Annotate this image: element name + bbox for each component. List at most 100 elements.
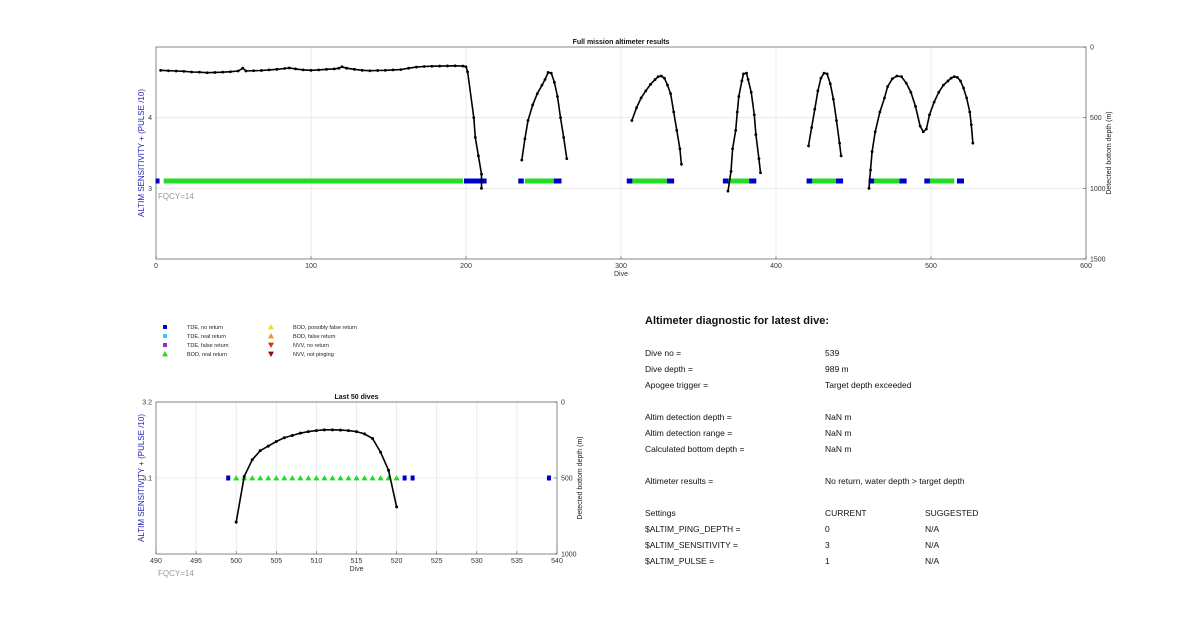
- bottom-depth-point: [807, 144, 810, 148]
- legend-marker-square: [163, 343, 167, 347]
- x-axis-label: Dive: [614, 271, 628, 278]
- bottom-depth-point: [746, 78, 750, 81]
- bottom-depth-point: [680, 162, 683, 166]
- bottom-depth-point: [669, 92, 672, 96]
- x-tick-label: 0: [154, 263, 158, 270]
- bottom-depth-point: [306, 430, 310, 434]
- setting-row-sensitivity: $ALTIM_SENSITIVITY = 3 N/A: [645, 540, 1165, 554]
- bottom-depth-point: [387, 468, 391, 472]
- bottom-depth-point: [870, 150, 874, 153]
- bottom-depth-point: [659, 74, 663, 78]
- bod-real-return-marker: [369, 475, 376, 481]
- bod-real-return-band: [163, 178, 463, 184]
- y-right-tick-label: 0: [561, 400, 565, 407]
- bod-real-return-marker: [393, 475, 400, 481]
- y-tick-label: 3.1: [142, 476, 152, 483]
- bottom-depth-point: [360, 68, 364, 72]
- legend-marker-triangle: [162, 351, 168, 357]
- bottom-depth-point: [559, 116, 562, 120]
- bod-real-return-marker: [233, 475, 240, 481]
- bottom-depth-point: [466, 70, 469, 74]
- bottom-depth-point: [531, 103, 535, 107]
- bottom-depth-point: [565, 157, 569, 161]
- bod-real-return-marker: [321, 475, 328, 481]
- x-tick-label: 100: [305, 263, 317, 270]
- legend-label: TDE, no return: [187, 325, 223, 331]
- bottom-depth-point: [415, 65, 418, 69]
- bod-real-return-marker: [265, 475, 272, 481]
- x-tick-label: 525: [431, 558, 443, 565]
- bottom-depth-point: [301, 68, 305, 72]
- x-tick-label: 500: [925, 263, 937, 270]
- bottom-depth-point: [338, 428, 342, 432]
- legend-marker-triangle: [268, 351, 274, 357]
- bottom-depth-point: [918, 124, 922, 128]
- bottom-depth-point: [546, 71, 550, 74]
- y-axis-label: ALTIM SENSITIVITY + (PULSE /10): [137, 89, 146, 217]
- bottom-depth-point: [971, 141, 975, 145]
- bottom-depth-point: [472, 116, 476, 120]
- chart-title: Full mission altimeter results: [573, 39, 670, 46]
- diag-row-apogee-trigger: Apogee trigger = Target depth exceeded: [645, 380, 1165, 394]
- bottom-depth-point: [895, 74, 899, 78]
- bottom-depth-point: [965, 96, 969, 100]
- tde-no-return-marker: [670, 178, 675, 184]
- bod-real-return-band: [631, 178, 671, 184]
- diag-label: Calculated bottom depth =: [645, 444, 745, 454]
- x-tick-label: 540: [551, 558, 563, 565]
- bottom-depth-point: [332, 67, 336, 71]
- bottom-depth-point: [287, 66, 291, 70]
- setting-suggested: N/A: [925, 556, 940, 566]
- bottom-depth-point: [395, 505, 399, 509]
- bod-real-return-marker: [289, 475, 296, 481]
- tde-no-return-marker: [470, 178, 475, 184]
- setting-row-ping-depth: $ALTIM_PING_DEPTH = 0 N/A: [645, 524, 1165, 538]
- tde-no-return-marker: [902, 178, 907, 184]
- bod-real-return-marker: [377, 475, 384, 481]
- diag-value: No return, water depth > target depth: [825, 476, 965, 486]
- bottom-depth-point: [368, 69, 372, 73]
- bod-real-return-marker: [305, 475, 312, 481]
- bottom-depth-point: [322, 428, 326, 432]
- legend-label: NVV, no return: [293, 343, 329, 349]
- bottom-depth-point: [258, 449, 262, 453]
- bottom-depth-point: [345, 66, 349, 70]
- bottom-depth-point: [422, 65, 426, 68]
- tde-no-return-marker: [546, 475, 551, 481]
- bottom-depth-point: [831, 97, 835, 101]
- bottom-depth-point: [464, 65, 468, 69]
- bottom-depth-point: [260, 69, 263, 72]
- bottom-depth-point: [477, 154, 480, 158]
- setting-label: $ALTIM_SENSITIVITY =: [645, 540, 738, 550]
- tde-no-return-marker: [925, 178, 930, 184]
- bottom-depth-point: [252, 69, 256, 73]
- bottom-depth-point: [649, 83, 652, 86]
- bottom-depth-point: [867, 186, 871, 190]
- tde-no-return-marker: [473, 178, 478, 184]
- bottom-depth-point: [549, 71, 553, 75]
- diag-row-detection-depth: Altim detection depth = NaN m: [645, 412, 1165, 426]
- bottom-depth-point: [407, 66, 411, 70]
- bottom-depth-point: [962, 86, 965, 90]
- diag-row-dive-no: Dive no = 539: [645, 348, 1165, 362]
- tde-no-return-marker: [226, 475, 231, 481]
- bottom-depth-point: [749, 90, 753, 94]
- settings-header-row: Settings CURRENT SUGGESTED: [645, 508, 1165, 522]
- bottom-depth-point: [878, 110, 882, 114]
- bod-real-return-band: [927, 178, 955, 184]
- settings-header-current: CURRENT: [825, 508, 867, 518]
- bottom-depth-point: [480, 186, 483, 190]
- bottom-depth-point: [666, 83, 669, 87]
- bottom-depth-point: [886, 85, 889, 88]
- bottom-depth-point: [937, 90, 941, 94]
- bottom-depth-point: [883, 96, 886, 100]
- tde-no-return-marker: [553, 178, 558, 184]
- bottom-depth-point: [672, 110, 676, 114]
- bottom-depth-point: [430, 64, 434, 68]
- bottom-depth-point: [968, 110, 972, 114]
- bottom-depth-point: [752, 113, 756, 117]
- bottom-depth-point: [949, 76, 953, 80]
- bottom-depth-point: [535, 92, 539, 96]
- x-tick-label: 535: [511, 558, 523, 565]
- tde-no-return-marker: [839, 178, 844, 184]
